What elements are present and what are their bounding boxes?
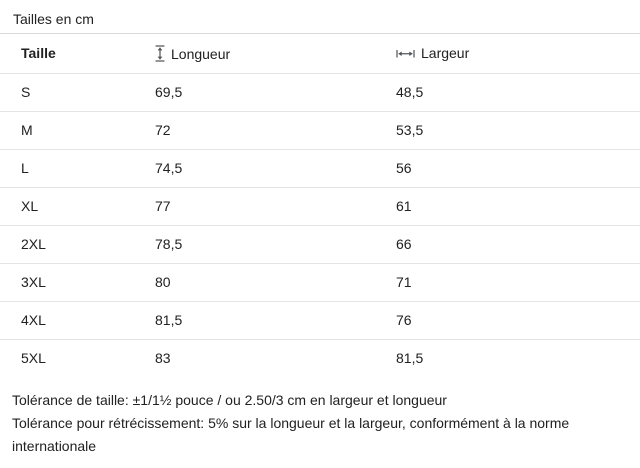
width-arrow-icon [396,45,415,61]
tolerance-shrink-note: Tolérance pour rétrécissement: 5% sur la… [12,415,570,454]
longueur-cell: 80 [155,274,171,290]
size-cell: L [21,160,29,176]
largeur-cell: 61 [396,198,412,214]
size-table: Taille Longueur Largeur S 69,5 48,5 M 72… [0,34,640,377]
largeur-cell: 53,5 [396,122,424,138]
size-cell: 5XL [21,350,46,367]
largeur-cell: 66 [396,236,412,252]
largeur-cell: 81,5 [396,350,424,367]
column-header-largeur: Largeur [396,34,640,73]
largeur-cell: 71 [396,274,412,290]
table-row: 5XL 83 81,5 [0,339,640,377]
longueur-cell: 83 [155,350,171,367]
tolerance-size-note: Tolérance de taille: ±1/1½ pouce / ou 2.… [12,392,447,408]
height-arrow-icon [155,45,165,62]
table-row: 2XL 78,5 66 [0,225,640,263]
longueur-cell: 69,5 [155,84,183,100]
largeur-cell: 56 [396,160,412,176]
table-header-row: Taille Longueur Largeur [0,34,640,73]
column-header-longueur: Longueur [155,34,396,73]
tolerance-notes: Tolérance de taille: ±1/1½ pouce / ou 2.… [0,389,628,458]
table-row: 3XL 80 71 [0,263,640,301]
largeur-cell: 76 [396,312,412,328]
size-cell: 2XL [21,236,46,252]
size-cell: M [21,122,33,138]
longueur-cell: 78,5 [155,236,183,252]
table-row: M 72 53,5 [0,111,640,149]
column-header-taille: Taille [21,45,56,62]
longueur-cell: 72 [155,122,171,138]
table-row: L 74,5 56 [0,149,640,187]
table-row: 4XL 81,5 76 [0,301,640,339]
size-cell: 3XL [21,274,46,290]
longueur-cell: 77 [155,198,171,214]
column-header-longueur-label: Longueur [171,45,231,62]
longueur-cell: 81,5 [155,312,183,328]
size-cell: 4XL [21,312,46,328]
size-cell: S [21,84,31,100]
size-chart-title: Tailles en cm [0,0,640,34]
size-cell: XL [21,198,39,214]
largeur-cell: 48,5 [396,84,424,100]
longueur-cell: 74,5 [155,160,183,176]
table-row: XL 77 61 [0,187,640,225]
table-row: S 69,5 48,5 [0,73,640,111]
column-header-largeur-label: Largeur [421,45,470,62]
